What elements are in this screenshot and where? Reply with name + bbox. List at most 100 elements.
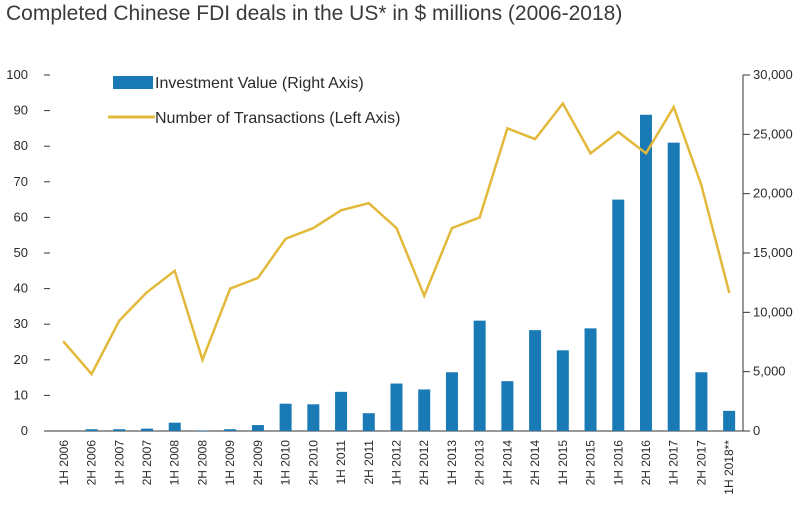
x-tick-label: 2H 2007: [140, 440, 154, 486]
chart-title: Completed Chinese FDI deals in the US* i…: [6, 2, 623, 25]
bar: [584, 328, 597, 431]
left-tick-label: 50: [14, 245, 28, 260]
right-tick-label: 10,000: [753, 304, 793, 319]
x-tick-label: 1H 2012: [390, 440, 404, 486]
line-point: [228, 287, 232, 290]
bar: [141, 428, 154, 431]
left-tick-label: 90: [14, 103, 28, 118]
legend-swatch-investment: [113, 76, 153, 89]
line-point: [617, 130, 620, 134]
x-tick-label: 2H 2017: [694, 440, 708, 486]
line-point: [450, 226, 454, 230]
bar: [529, 330, 542, 431]
right-tick-label: 25,000: [753, 126, 793, 141]
bar: [85, 429, 98, 431]
x-tick-label: 2H 2015: [584, 440, 598, 486]
line-point: [256, 276, 260, 280]
bar: [362, 413, 375, 431]
line-point: [339, 209, 343, 212]
left-tick-label: 60: [14, 209, 28, 224]
x-tick-label: 1H 2010: [279, 440, 293, 486]
axes: 0 10 20 30 40 50 60 70 80 90 100 0 5,000 10,000 15,000…: [6, 67, 792, 438]
left-tick-label: 0: [21, 423, 28, 438]
line-point: [478, 216, 481, 219]
bar: [418, 389, 431, 431]
x-tick-label: 2H 2009: [251, 440, 265, 486]
line-point: [367, 201, 370, 205]
left-tick-label: 70: [14, 174, 28, 189]
line-point: [589, 152, 592, 155]
bar-series: [85, 114, 736, 432]
bar: [168, 422, 181, 431]
line-point: [312, 226, 315, 230]
bar: [113, 429, 126, 431]
x-tick-label: 1H 2006: [57, 440, 71, 486]
legend-label-investment: Investment Value (Right Axis): [155, 75, 364, 92]
x-tick-label: 1H 2008: [168, 440, 182, 486]
line-point: [62, 340, 66, 344]
legend-label-transactions: Number of Transactions (Left Axis): [155, 110, 400, 127]
bar: [390, 383, 403, 431]
x-tick-label: 1H 2017: [667, 440, 681, 486]
x-tick-label: 1H 2014: [500, 440, 514, 486]
x-tick-label: 2H 2008: [195, 440, 209, 486]
line-point: [533, 137, 537, 141]
x-tick-label: 2H 2014: [528, 440, 542, 486]
x-axis-labels: 1H 2006 2H 2006 1H 2007 2H 2007 1H 2008 2H 20…: [57, 440, 736, 495]
line-point: [118, 319, 121, 322]
line-point: [145, 290, 149, 294]
x-tick-label: 2H 2016: [639, 440, 653, 486]
transactions-line: [62, 101, 731, 377]
legend: Investment Value (Right Axis) Number of …: [108, 75, 400, 127]
right-tick-label: 5,000: [753, 364, 786, 379]
left-tick-label: 80: [14, 138, 28, 153]
line-point: [561, 102, 565, 105]
line-point: [90, 372, 93, 376]
left-tick-label: 20: [14, 352, 28, 367]
x-tick-label: 1H 2016: [611, 440, 625, 486]
bar: [612, 199, 625, 431]
bar: [723, 410, 736, 431]
left-tick-label: 40: [14, 281, 28, 296]
line-point: [395, 226, 398, 230]
bar: [473, 320, 486, 431]
line-point: [700, 184, 703, 187]
left-tick-label: 30: [14, 316, 28, 331]
line-point: [173, 269, 176, 272]
line-point: [644, 152, 648, 155]
left-tick-label: 100: [6, 67, 28, 82]
x-tick-label: 1H 2015: [556, 440, 570, 486]
line-point: [672, 105, 675, 109]
right-tick-label: 15,000: [753, 245, 793, 260]
x-tick-label: 2H 2010: [306, 440, 320, 486]
line-point: [423, 294, 426, 297]
x-tick-label: 1H 2009: [223, 440, 237, 486]
right-tick-label: 0: [753, 423, 760, 438]
x-tick-label: 2H 2013: [473, 440, 487, 486]
bar: [501, 381, 514, 431]
bar: [251, 425, 264, 431]
line-point: [727, 290, 731, 294]
line-point: [506, 127, 509, 130]
right-tick-label: 30,000: [753, 67, 793, 82]
bar: [196, 430, 209, 431]
x-tick-label: 2H 2011: [362, 440, 376, 485]
line-series: [62, 101, 731, 377]
x-tick-label: 2H 2006: [85, 440, 99, 486]
x-tick-label: 1H 2007: [112, 440, 126, 486]
bar: [445, 372, 458, 431]
bar: [695, 372, 708, 431]
x-tick-label: 1H 2013: [445, 440, 459, 486]
left-tick-label: 10: [14, 387, 28, 402]
x-tick-label: 2H 2012: [417, 440, 431, 486]
bar: [224, 429, 237, 431]
bar: [307, 404, 320, 431]
bar: [639, 114, 652, 432]
x-tick-label: 1H 2018**: [722, 440, 736, 495]
bar: [335, 391, 348, 431]
line-point: [201, 358, 204, 361]
bar: [279, 403, 292, 431]
line-point: [284, 237, 287, 240]
x-tick-label: 1H 2011: [334, 440, 348, 485]
